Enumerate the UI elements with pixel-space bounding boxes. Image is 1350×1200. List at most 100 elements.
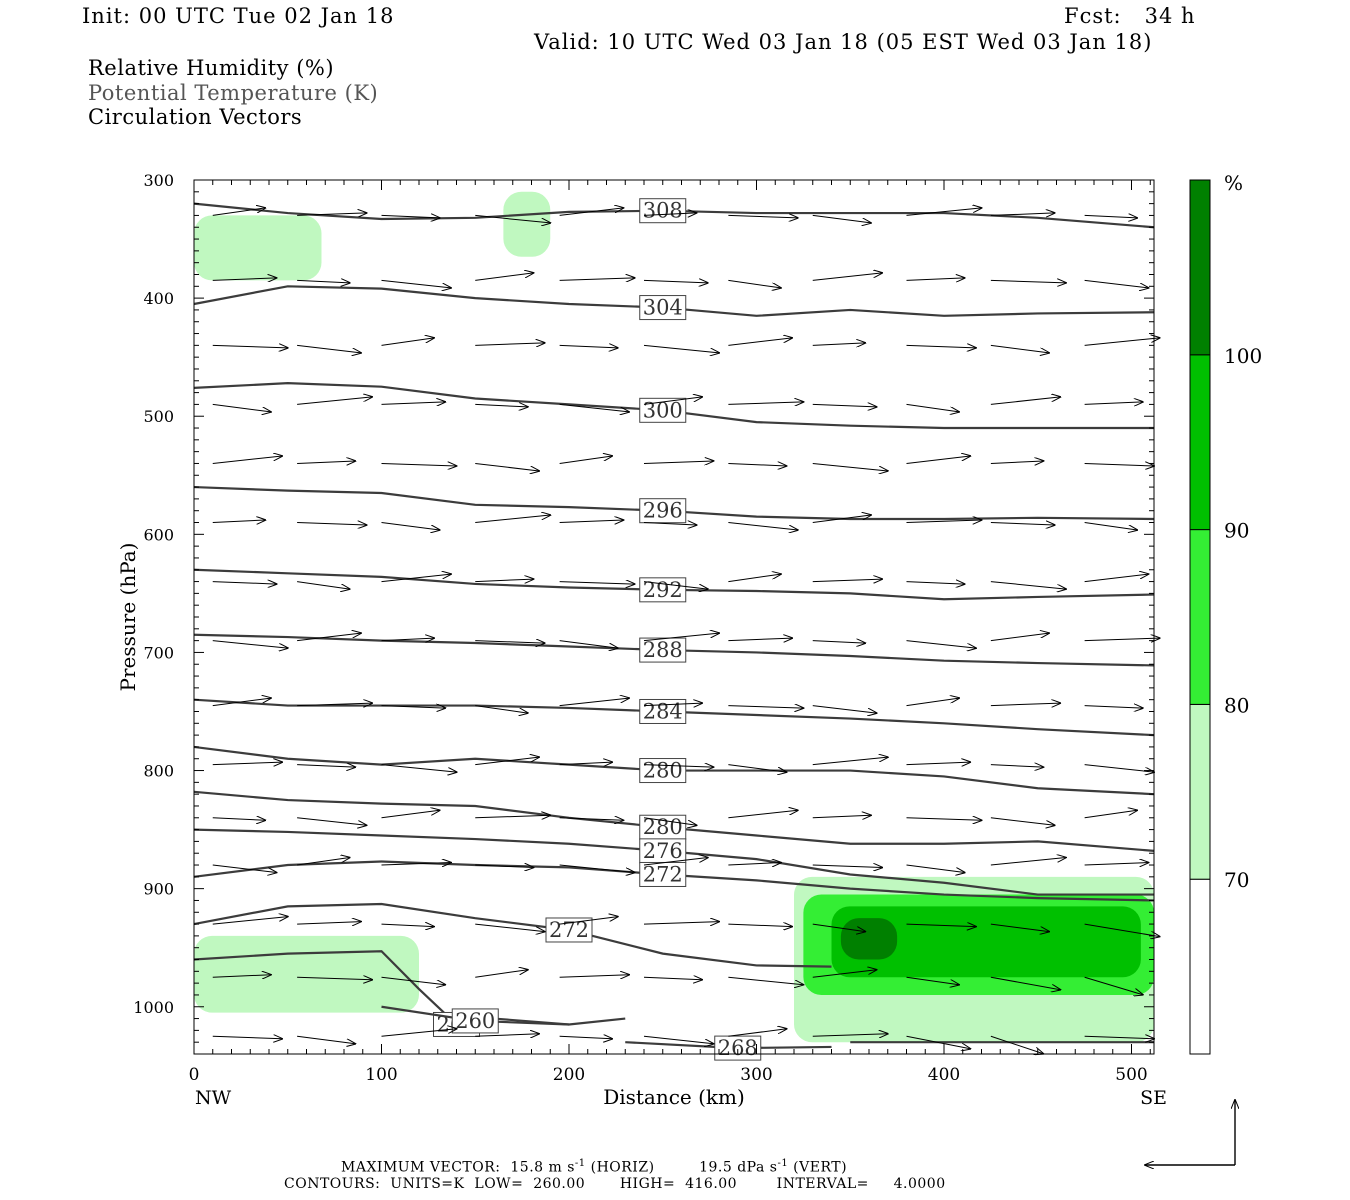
circulation-vector (906, 1035, 971, 1049)
circulation-vector (1084, 976, 1143, 995)
circulation-vector (475, 815, 550, 818)
circulation-vector (1084, 638, 1160, 641)
circulation-vector (475, 404, 528, 407)
circulation-vector (643, 1035, 713, 1044)
circulation-vector (812, 462, 888, 471)
circulation-vector (812, 641, 866, 644)
circulation-vector (990, 344, 1049, 353)
circulation-vector (381, 863, 451, 866)
circulation-vector (906, 924, 976, 927)
circulation-vector (559, 208, 624, 216)
y-tick-label: 1000 (133, 998, 174, 1017)
circulation-vector (906, 520, 982, 523)
colorbar-label: 100 (1224, 344, 1262, 368)
colorbar-unit: % (1224, 171, 1243, 195)
x-tick-label: 400 (928, 1065, 960, 1085)
contour-label-box (639, 198, 687, 224)
circulation-vector (1084, 215, 1138, 218)
circulation-vector (297, 703, 372, 706)
circulation-vector (1084, 863, 1149, 866)
rh-region-70 (194, 935, 419, 1013)
circulation-vector (559, 917, 618, 925)
circulation-vector (906, 345, 976, 348)
forecast-hour: Fcst: 34 h (1064, 4, 1196, 28)
contour-label-box (714, 1035, 762, 1061)
circulation-vector (812, 970, 877, 978)
exp-2: -1 (777, 1158, 789, 1169)
circulation-vector (212, 698, 271, 707)
circulation-vector (475, 923, 544, 932)
contour-label: 308 (643, 199, 683, 223)
circulation-vector (381, 279, 451, 288)
circulation-vector (728, 279, 781, 288)
rh-region-100 (840, 918, 898, 960)
circulation-vector (812, 815, 871, 818)
circulation-vector (906, 640, 976, 649)
circulation-vector (728, 338, 792, 346)
circulation-vector (297, 280, 350, 283)
circulation-vector (212, 762, 282, 765)
y-tick-label: 500 (143, 407, 174, 426)
circulation-vector (212, 403, 271, 412)
circulation-vector (643, 581, 708, 590)
circulation-vector (728, 402, 803, 405)
circulation-vector (812, 404, 877, 407)
circulation-vector (475, 705, 528, 714)
contour-label-box (639, 838, 687, 864)
contour-label-box (451, 1008, 499, 1034)
circulation-vector (559, 1036, 613, 1039)
contour-label-box (639, 698, 687, 724)
x-tick-label: 300 (740, 1065, 772, 1085)
circulation-vector (381, 463, 457, 466)
contour-label-box (639, 814, 687, 840)
contour-label: 284 (643, 699, 683, 723)
legend-rh: Relative Humidity (%) (88, 56, 335, 80)
circulation-vector (1084, 810, 1138, 819)
circulation-vector (812, 273, 882, 281)
contour-label-box (639, 498, 687, 524)
circulation-vector (1084, 764, 1154, 773)
circulation-vector (381, 976, 446, 985)
x-axis-label: Distance (km) (603, 1085, 745, 1109)
circulation-vector (212, 456, 282, 464)
circulation-vector (728, 924, 792, 927)
colorbar-segment (1189, 703, 1211, 880)
circulation-vector (559, 864, 635, 873)
colorbar-segment (1189, 878, 1211, 1055)
circulation-vector (475, 970, 528, 978)
reference-vector-icon (1145, 1100, 1235, 1165)
circulation-vector (297, 1035, 355, 1044)
circulation-vector (643, 397, 702, 405)
contour-label: 268 (718, 1036, 758, 1060)
circulation-vector (906, 976, 960, 985)
circulation-vector (212, 208, 266, 216)
circulation-vector (297, 213, 366, 216)
circulation-vector (990, 633, 1049, 642)
circulation-vector (990, 817, 1055, 826)
circulation-vector (297, 977, 372, 980)
colorbar-segment (1189, 354, 1211, 531)
contour-label: 280 (643, 759, 683, 783)
y-tick-label: 700 (143, 643, 174, 662)
circulation-vector (1084, 1036, 1154, 1039)
circulation-vector (990, 523, 1055, 526)
circulation-vector (990, 213, 1055, 216)
circulation-vector (643, 765, 713, 768)
circulation-vector (906, 456, 971, 464)
circulation-vector (297, 581, 350, 590)
contour-label: 276 (643, 839, 683, 863)
valid-time: Valid: 10 UTC Wed 03 Jan 18 (05 EST Wed … (534, 30, 1153, 54)
circulation-vector (906, 208, 982, 216)
circulation-vector (559, 582, 635, 585)
circulation-vector (475, 515, 550, 524)
circulation-vector (906, 698, 960, 707)
x-tick-label: 200 (553, 1065, 585, 1085)
y-tick-label: 600 (143, 525, 174, 544)
colorbar-segment (1189, 529, 1211, 705)
circulation-vector (906, 278, 965, 281)
circulation-vector (381, 764, 457, 773)
circulation-vector (381, 638, 435, 641)
circulation-vector (559, 762, 613, 765)
circulation-vector (381, 402, 446, 405)
